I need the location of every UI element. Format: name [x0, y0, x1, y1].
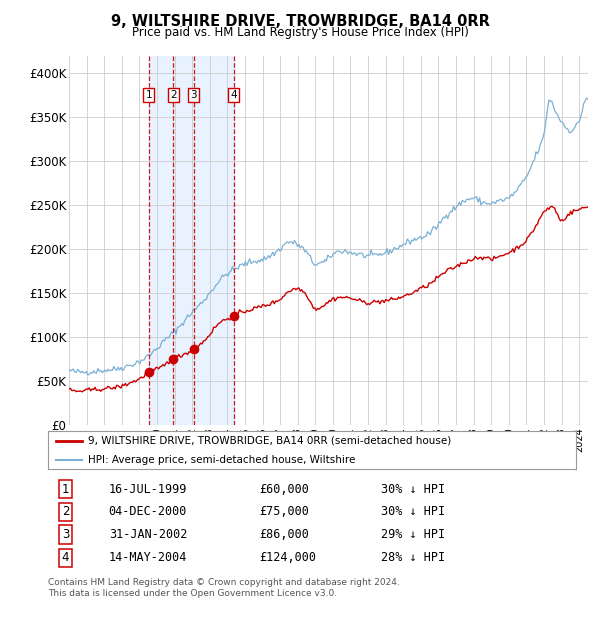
Text: 14-MAY-2004: 14-MAY-2004: [109, 551, 187, 564]
Text: 3: 3: [62, 528, 69, 541]
Text: 3: 3: [190, 91, 197, 100]
Text: 4: 4: [62, 551, 69, 564]
Text: £124,000: £124,000: [259, 551, 316, 564]
Text: 31-JAN-2002: 31-JAN-2002: [109, 528, 187, 541]
Text: 4: 4: [230, 91, 237, 100]
Text: 29% ↓ HPI: 29% ↓ HPI: [380, 528, 445, 541]
Bar: [149, 56, 234, 425]
Text: 28% ↓ HPI: 28% ↓ HPI: [380, 551, 445, 564]
Text: 9, WILTSHIRE DRIVE, TROWBRIDGE, BA14 0RR: 9, WILTSHIRE DRIVE, TROWBRIDGE, BA14 0RR: [110, 14, 490, 29]
Text: Contains HM Land Registry data © Crown copyright and database right 2024.: Contains HM Land Registry data © Crown c…: [48, 578, 400, 587]
Text: This data is licensed under the Open Government Licence v3.0.: This data is licensed under the Open Gov…: [48, 589, 337, 598]
Text: £75,000: £75,000: [259, 505, 309, 518]
Text: 9, WILTSHIRE DRIVE, TROWBRIDGE, BA14 0RR (semi-detached house): 9, WILTSHIRE DRIVE, TROWBRIDGE, BA14 0RR…: [88, 435, 451, 446]
Text: 2: 2: [170, 91, 176, 100]
Text: 30% ↓ HPI: 30% ↓ HPI: [380, 483, 445, 496]
Text: 2: 2: [62, 505, 69, 518]
Text: 30% ↓ HPI: 30% ↓ HPI: [380, 505, 445, 518]
Text: £60,000: £60,000: [259, 483, 309, 496]
Text: 1: 1: [146, 91, 152, 100]
Text: 1: 1: [62, 483, 69, 496]
Text: 16-JUL-1999: 16-JUL-1999: [109, 483, 187, 496]
Text: £86,000: £86,000: [259, 528, 309, 541]
Text: 04-DEC-2000: 04-DEC-2000: [109, 505, 187, 518]
Text: Price paid vs. HM Land Registry's House Price Index (HPI): Price paid vs. HM Land Registry's House …: [131, 26, 469, 39]
Text: HPI: Average price, semi-detached house, Wiltshire: HPI: Average price, semi-detached house,…: [88, 454, 355, 465]
